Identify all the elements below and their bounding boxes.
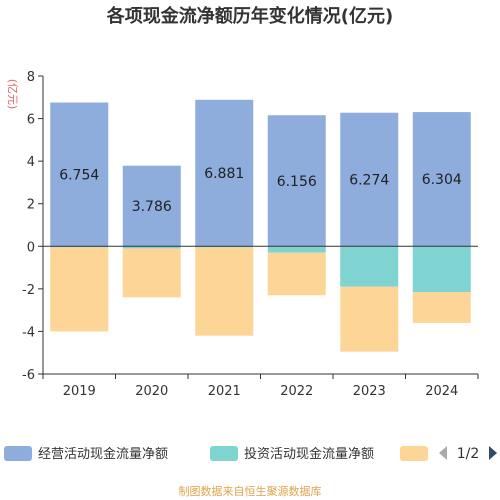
bar-series-1-2022[interactable] xyxy=(267,115,326,247)
bar-series-1-2024[interactable] xyxy=(412,112,471,247)
bar-series-3-2022[interactable] xyxy=(267,252,326,296)
legend-pager: 1/2 xyxy=(439,446,497,462)
x-tick-label: 2020 xyxy=(135,384,168,399)
legend-swatch-3[interactable] xyxy=(400,446,428,461)
bar-series-2-2021[interactable] xyxy=(195,246,254,248)
bar-series-2-2023[interactable] xyxy=(340,246,399,287)
legend-swatch-2[interactable] xyxy=(210,446,238,461)
bar-series-3-2020[interactable] xyxy=(122,248,181,298)
y-tick-label: 0 xyxy=(27,240,35,255)
axis-layer: 8 6 4 2 0 -2 -4 -6 2019 2020 2021 2022 2023 2024 xyxy=(22,70,479,399)
data-label: 6.156 xyxy=(277,174,317,190)
y-tick-label: -4 xyxy=(22,325,35,340)
x-tick-label: 2024 xyxy=(425,384,458,399)
data-label: 6.881 xyxy=(204,166,244,182)
bar-series-2-2022[interactable] xyxy=(267,246,326,253)
data-label: 6.304 xyxy=(422,172,462,188)
bar-series-3-2019[interactable] xyxy=(50,247,109,332)
legend-label[interactable]: 投资活动现金流量净额 xyxy=(244,446,374,462)
y-axis-unit: (亿元) xyxy=(6,79,19,110)
y-tick-label: 6 xyxy=(27,113,35,128)
pager-prev-icon[interactable] xyxy=(439,446,447,460)
bar-series-3-2024[interactable] xyxy=(412,292,471,323)
bar-series-1-2023[interactable] xyxy=(340,112,399,247)
legend-label[interactable]: 经营活动现金流量净额 xyxy=(38,446,168,462)
bar-series-3-2023[interactable] xyxy=(340,286,399,352)
x-tick-label: 2019 xyxy=(63,384,96,399)
bar-series-2-2020[interactable] xyxy=(122,246,181,249)
legend-swatch-1[interactable] xyxy=(4,446,32,461)
data-label: 6.754 xyxy=(59,167,99,183)
x-tick-label: 2022 xyxy=(280,384,313,399)
bars-layer xyxy=(50,99,471,352)
data-label: 6.274 xyxy=(349,173,389,189)
y-tick-label: 2 xyxy=(27,198,35,213)
x-tick-label: 2021 xyxy=(208,384,241,399)
y-tick-label: -2 xyxy=(22,283,35,298)
source-note: 制图数据来自恒生聚源数据库 xyxy=(179,484,322,498)
bar-series-3-2021[interactable] xyxy=(195,247,254,336)
labels-layer: 6.754 3.786 6.881 6.156 6.274 6.304 xyxy=(59,166,462,215)
data-label: 3.786 xyxy=(132,199,172,215)
legend: 经营活动现金流量净额 投资活动现金流量净额 xyxy=(4,446,428,462)
y-tick-label: 8 xyxy=(27,70,35,85)
bar-series-2-2019[interactable] xyxy=(50,246,109,248)
bar-series-1-2019[interactable] xyxy=(50,102,109,247)
y-tick-label: -6 xyxy=(22,368,35,383)
bar-series-1-2020[interactable] xyxy=(122,165,181,247)
pager-text: 1/2 xyxy=(457,446,480,462)
x-tick-label: 2023 xyxy=(353,384,386,399)
bar-series-2-2024[interactable] xyxy=(412,246,471,293)
chart-title: 各项现金流净额历年变化情况(亿元) xyxy=(106,5,393,27)
pager-next-icon[interactable] xyxy=(489,446,497,460)
bar-series-1-2021[interactable] xyxy=(195,99,254,247)
y-tick-label: 4 xyxy=(27,155,35,170)
